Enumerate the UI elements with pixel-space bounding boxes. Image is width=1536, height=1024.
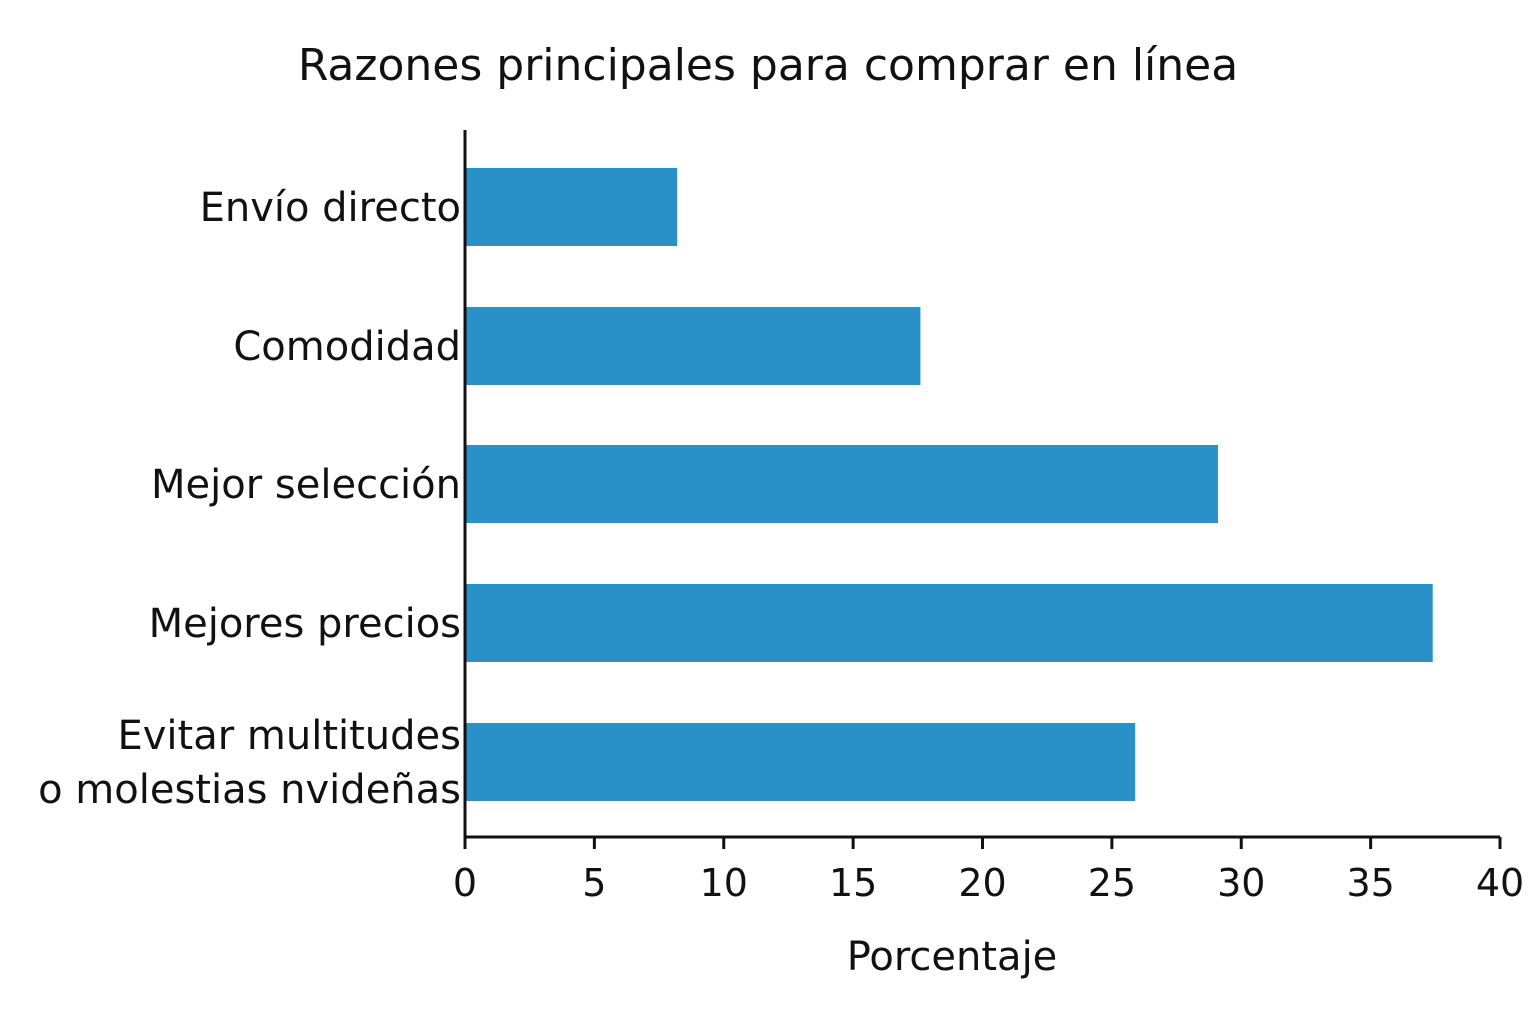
chart-title: Razones principales para comprar en líne… xyxy=(298,40,1238,91)
bar xyxy=(465,307,921,385)
category-label: Evitar multitudes xyxy=(117,713,461,759)
x-tick-label: 5 xyxy=(582,861,606,905)
bars-group xyxy=(465,168,1433,801)
category-label: o molestias nvideñas xyxy=(38,767,461,813)
x-ticks: 0 5 10 15 20 25 30 35 40 xyxy=(453,837,1524,905)
bar xyxy=(465,445,1218,523)
x-tick-label: 40 xyxy=(1476,861,1524,905)
x-axis-title: Porcentaje xyxy=(847,934,1058,980)
category-label: Comodidad xyxy=(233,324,461,370)
bar xyxy=(465,168,678,246)
x-tick-label: 35 xyxy=(1346,861,1394,905)
bar xyxy=(465,584,1433,662)
x-tick-label: 20 xyxy=(958,861,1006,905)
category-label: Mejor selección xyxy=(151,462,461,508)
x-tick-label: 15 xyxy=(829,861,877,905)
x-tick-label: 10 xyxy=(700,861,748,905)
category-label: Envío directo xyxy=(200,185,461,231)
x-tick-label: 30 xyxy=(1217,861,1265,905)
x-tick-label: 0 xyxy=(453,861,477,905)
bar xyxy=(465,723,1136,801)
x-tick-label: 25 xyxy=(1088,861,1136,905)
category-label: Mejores precios xyxy=(149,601,461,647)
category-labels: Envío directo Comodidad Mejor selección Mej… xyxy=(38,185,461,813)
